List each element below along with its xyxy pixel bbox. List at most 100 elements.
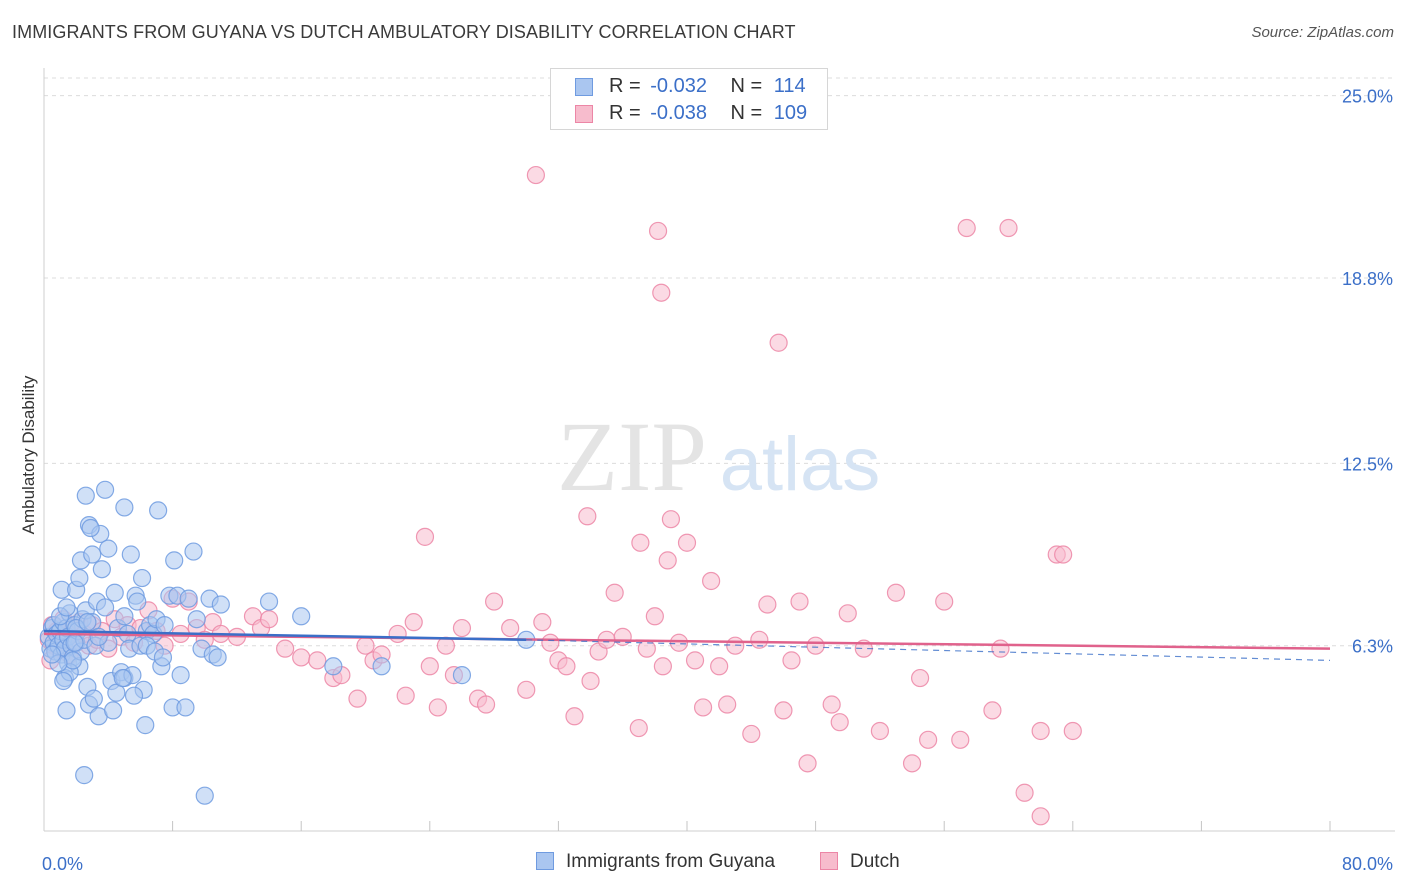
dutch-point-104 [1015, 783, 1034, 802]
dutch-point-70 [645, 607, 664, 626]
dutch-point-46 [396, 686, 415, 705]
dutch-point-75 [677, 533, 697, 552]
watermark-atlas: atlas [720, 422, 881, 507]
y-axis-label: Ambulatory Disability [19, 375, 38, 534]
guyana-trend-line [43, 629, 527, 642]
guyana-point-81 [211, 595, 230, 614]
guyana-point-55 [128, 592, 147, 611]
y-tick-label-2: 18.8% [1342, 269, 1393, 289]
dutch-outlier-point-6 [578, 507, 597, 526]
guyana-point-45 [104, 701, 123, 720]
legend-r-value-guyana: -0.032 [650, 75, 707, 97]
legend-n-value-guyana: 114 [773, 75, 806, 97]
x-tick-label-max: 80.0% [1342, 854, 1393, 874]
dutch-point-68 [629, 718, 648, 738]
dutch-point-95 [886, 583, 906, 602]
guyana-point-93 [81, 518, 100, 538]
dutch-point-83 [750, 630, 769, 649]
series-swatch-guyana [536, 852, 554, 870]
dutch-point-61 [557, 657, 576, 676]
guyana-point-106 [42, 645, 62, 664]
guyana-point-73 [179, 589, 198, 608]
guyana-point-59 [136, 716, 155, 735]
legend-r-label: R = [609, 75, 641, 97]
guyana-point-83 [70, 568, 89, 588]
dutch-point-74 [669, 633, 689, 652]
dutch-point-102 [991, 639, 1010, 658]
dutch-outlier-point-9 [1031, 807, 1050, 826]
dutch-point-92 [838, 604, 857, 623]
dutch-point-88 [798, 754, 817, 773]
dutch-point-54 [476, 695, 496, 714]
watermark-zip: ZIP [557, 401, 707, 512]
dutch-point-86 [782, 651, 801, 670]
dutch-outlier-point-0 [526, 165, 545, 185]
guyana-point-92 [105, 583, 124, 602]
guyana-point-42 [95, 598, 115, 617]
dutch-point-49 [428, 698, 447, 717]
dutch-point-48 [420, 657, 439, 676]
guyana-point-66 [155, 616, 174, 635]
dutch-point-73 [661, 510, 681, 529]
correlation-legend: R = -0.032 N = 114 R = -0.038 N = 109 [550, 68, 828, 130]
dutch-point-99 [935, 592, 954, 611]
guyana-point-103 [57, 701, 76, 720]
dutch-point-89 [806, 636, 825, 655]
dutch-point-37 [292, 648, 311, 667]
guyana-point-110 [113, 668, 132, 688]
guyana-point-101 [452, 666, 472, 685]
dutch-point-55 [485, 592, 504, 611]
chart-title: IMMIGRANTS FROM GUYANA VS DUTCH AMBULATO… [12, 22, 796, 42]
dutch-point-63 [581, 671, 600, 691]
legend-n-label: N = [730, 75, 763, 97]
legend-n-value-dutch: 109 [773, 102, 808, 124]
y-tick-label-3: 25.0% [1342, 87, 1393, 107]
dutch-point-72 [658, 551, 677, 570]
guyana-point-41 [92, 560, 111, 579]
dutch-point-98 [919, 730, 938, 749]
dutch-outlier-point-2 [652, 283, 671, 302]
legend-swatch-guyana [575, 78, 593, 96]
series-label-guyana: Immigrants from Guyana [566, 851, 776, 872]
dutch-point-107 [1063, 721, 1082, 741]
dutch-outlier-point-1 [648, 221, 668, 241]
guyana-point-27 [57, 598, 76, 617]
grid-layer [44, 77, 1395, 647]
dutch-point-38 [308, 651, 327, 670]
guyana-point-107 [65, 633, 84, 652]
dutch-point-47 [404, 613, 423, 632]
dutch-point-52 [452, 618, 472, 638]
dutch-point-84 [758, 595, 777, 614]
series-label-dutch: Dutch [850, 851, 900, 872]
dutch-point-36 [276, 639, 295, 658]
dutch-point-82 [742, 724, 761, 744]
guyana-point-77 [195, 786, 214, 805]
dutch-point-100 [951, 730, 970, 749]
dutch-trend-line [43, 632, 1331, 650]
tick-labels: 6.3% 12.5% 18.8% 25.0% 0.0% 80.0% [42, 87, 1393, 874]
guyana-point-111 [124, 686, 144, 705]
dutch-point-71 [653, 657, 672, 676]
legend-swatch-dutch [575, 105, 593, 123]
dutch-point-66 [605, 583, 624, 602]
guyana-point-72 [176, 698, 195, 717]
legend-r-value-dutch: -0.038 [650, 102, 707, 124]
watermark: ZIP atlas [557, 401, 880, 512]
axis-layer [43, 68, 1395, 832]
series-swatch-dutch [820, 852, 838, 870]
guyana-point-97 [259, 592, 279, 611]
guyana-point-94 [115, 498, 134, 517]
dutch-outlier-point-4 [957, 218, 976, 238]
legend-row-guyana: R = -0.032 N = 114 [551, 73, 827, 101]
dutch-point-58 [533, 613, 552, 632]
guyana-point-91 [99, 539, 118, 558]
dutch-point-56 [501, 618, 520, 638]
dutch-point-96 [902, 754, 922, 773]
dutch-point-45 [388, 624, 407, 644]
guyana-point-86 [83, 545, 102, 564]
guyana-point-100 [372, 657, 391, 676]
guyana-point-71 [171, 666, 190, 685]
x-tick-label-min: 0.0% [42, 854, 83, 874]
dutch-point-94 [870, 721, 890, 741]
